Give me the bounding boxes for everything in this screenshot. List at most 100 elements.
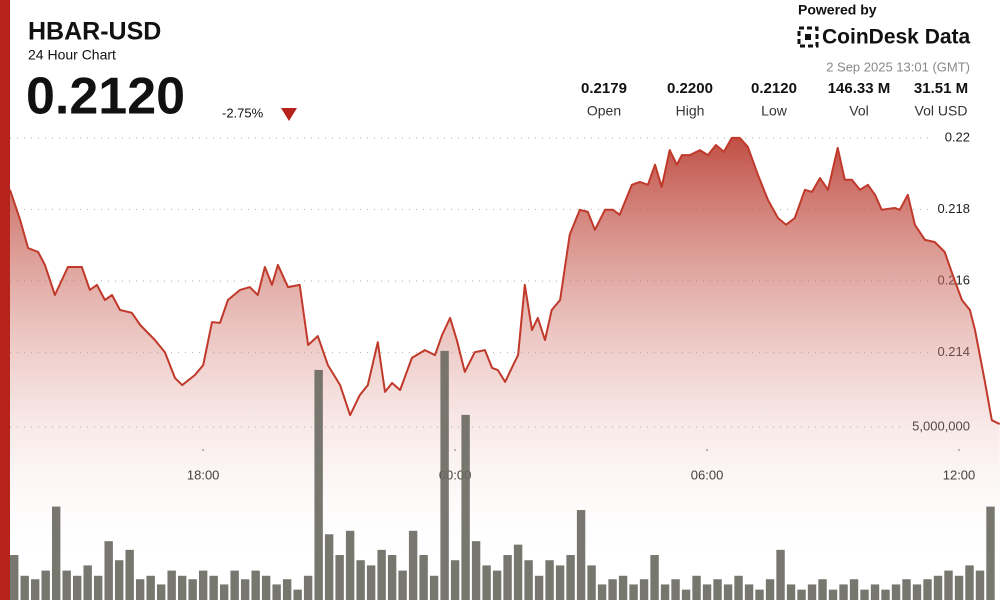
volume-bar xyxy=(503,555,512,600)
volume-bar xyxy=(293,589,302,600)
down-arrow xyxy=(281,108,297,121)
volume-bar xyxy=(608,579,617,600)
volume-bar xyxy=(251,570,260,600)
volume-bar xyxy=(387,555,397,600)
volume-bar xyxy=(20,575,29,600)
volume-bar xyxy=(303,575,313,600)
volume-bar xyxy=(723,584,733,600)
volume-bar xyxy=(345,530,355,600)
volume-bar xyxy=(944,570,953,600)
plot-area: 0.2140.2160.2180.225,000,00018:0000:0006… xyxy=(9,129,1000,600)
volume-bar xyxy=(146,575,155,600)
volume-bar xyxy=(639,579,649,600)
stat-label: Vol USD xyxy=(915,103,968,119)
volume-bar xyxy=(534,575,544,600)
y-tick-label: 0.218 xyxy=(937,201,970,216)
volume-bar xyxy=(240,579,250,600)
powered-by: Powered by xyxy=(798,2,877,18)
volume-bar xyxy=(986,506,995,600)
volume-bar xyxy=(177,575,187,600)
price-line xyxy=(9,136,1000,425)
volume-bar xyxy=(482,565,491,600)
price-change: -2.75% xyxy=(222,105,264,120)
brand: CoinDesk Data xyxy=(822,26,971,49)
volume-bar xyxy=(51,506,61,600)
volume-bar xyxy=(912,584,922,600)
brand-logo-icon xyxy=(797,26,819,48)
volume-bar xyxy=(408,530,418,600)
timestamp: 2 Sep 2025 13:01 (GMT) xyxy=(826,59,970,74)
stat-label: High xyxy=(676,103,705,119)
volume-bar xyxy=(807,584,817,600)
volume-bar xyxy=(167,570,176,600)
volume-bar xyxy=(755,589,764,600)
accent-bar xyxy=(0,0,10,600)
stat-value: 146.33 M xyxy=(828,80,891,97)
volume-bar xyxy=(660,584,670,600)
y-tick-label: 0.22 xyxy=(945,129,970,144)
volume-bar xyxy=(156,584,166,600)
volume-bar xyxy=(702,584,712,600)
volume-bar xyxy=(671,579,680,600)
volume-bar xyxy=(576,510,586,600)
volume-bar xyxy=(797,589,806,600)
volume-bar xyxy=(188,579,197,600)
volume-bar xyxy=(597,584,607,600)
volume-bar xyxy=(786,584,796,600)
volume-bar xyxy=(440,350,449,600)
volume-bar xyxy=(419,555,428,600)
volume-bar xyxy=(314,369,323,600)
current-price: 0.2120 xyxy=(26,68,185,126)
stats: 0.2179 Open 0.2200 High 0.2120 Low 146.33 M Vol… xyxy=(581,80,968,119)
volume-bar xyxy=(219,584,229,600)
stat-label: Vol xyxy=(849,103,868,119)
volume-bar xyxy=(209,575,218,600)
stat-value: 0.2120 xyxy=(751,80,797,97)
volume-bar xyxy=(545,560,554,600)
volume-bar xyxy=(230,570,239,600)
volume-bar xyxy=(765,579,775,600)
volume-bar xyxy=(818,579,827,600)
volume-bar xyxy=(881,589,890,600)
volume-bar xyxy=(713,579,722,600)
volume-bar xyxy=(261,575,271,600)
volume-bar xyxy=(513,544,523,600)
volume-bar xyxy=(93,575,103,600)
volume-bar xyxy=(629,584,638,600)
volume-bar xyxy=(891,584,901,600)
volume-bar xyxy=(366,565,376,600)
volume-bar xyxy=(62,570,71,600)
volume-bar xyxy=(135,579,145,600)
stat-value: 31.51 M xyxy=(914,80,968,97)
volume-bar xyxy=(618,575,628,600)
volume-bar xyxy=(9,555,19,600)
stat-value: 0.2200 xyxy=(667,80,713,97)
volume-bar xyxy=(587,565,596,600)
subtitle: 24 Hour Chart xyxy=(28,47,116,63)
volume-bar xyxy=(650,555,659,600)
volume-bar xyxy=(30,579,40,600)
volume-bar xyxy=(681,589,691,600)
volume-bar xyxy=(954,575,964,600)
volume-bar xyxy=(902,579,911,600)
volume-bar xyxy=(377,549,386,600)
volume-bar xyxy=(450,560,460,600)
stat-label: Low xyxy=(761,103,788,119)
volume-bar xyxy=(524,560,533,600)
volume-bar xyxy=(860,589,869,600)
volume-bar xyxy=(692,575,701,600)
volume-bar xyxy=(398,570,407,600)
volume-bar xyxy=(471,541,481,600)
volume-bar xyxy=(492,570,502,600)
volume-bar xyxy=(272,584,281,600)
volume-bar xyxy=(744,584,754,600)
volume-bar xyxy=(566,555,575,600)
volume-bar xyxy=(114,560,124,600)
volume-bar xyxy=(104,541,113,600)
volume-bar xyxy=(555,565,565,600)
symbol: HBAR-USD xyxy=(28,18,161,46)
volume-bar xyxy=(849,579,859,600)
volume-bar xyxy=(41,570,50,600)
volume-bar xyxy=(429,575,439,600)
